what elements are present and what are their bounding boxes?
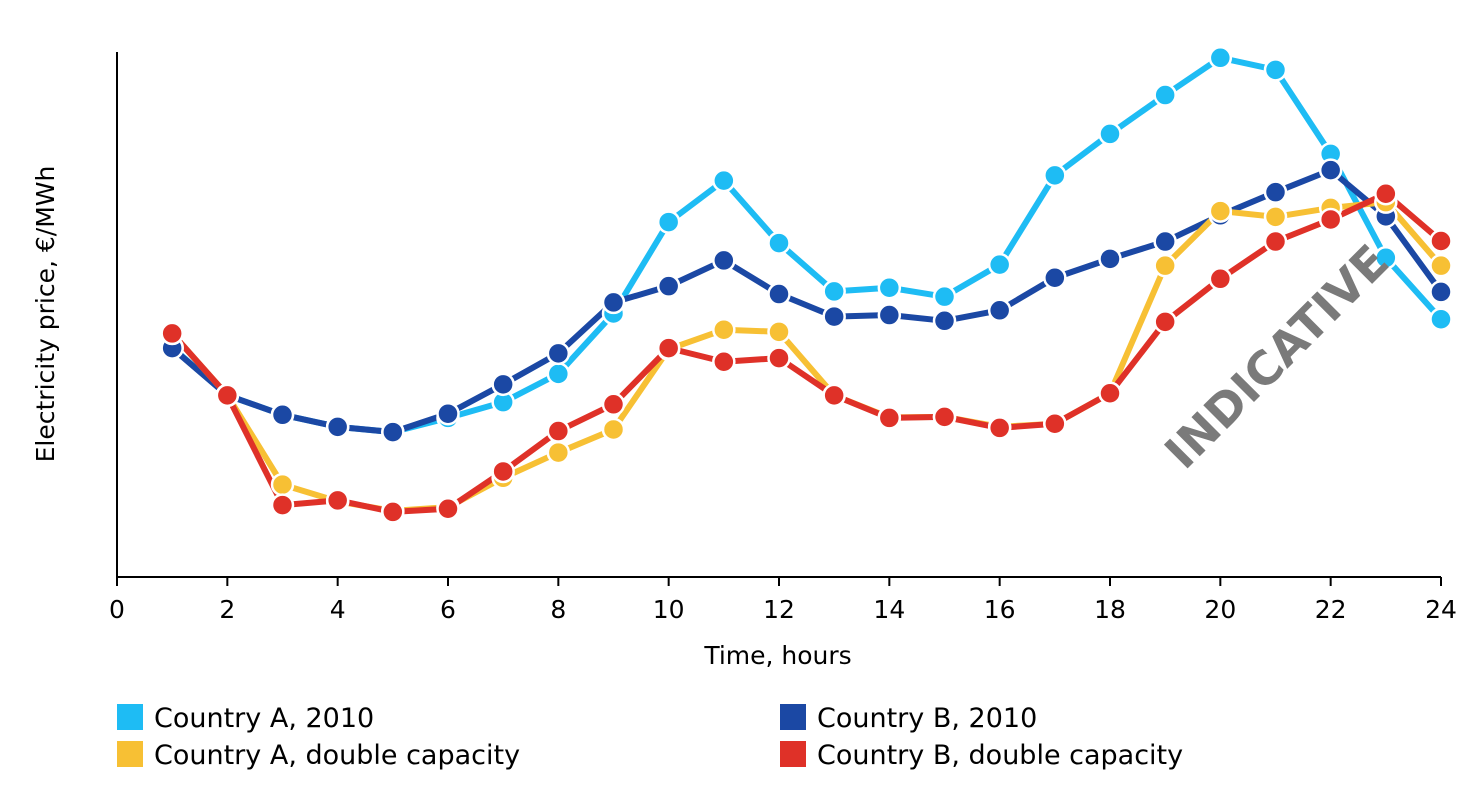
y-axis-title: Electricity price, €/MWh bbox=[31, 166, 60, 463]
data-point bbox=[601, 290, 626, 315]
legend-label: Country B, double capacity bbox=[817, 740, 1183, 771]
data-point bbox=[325, 488, 350, 513]
data-point bbox=[932, 284, 957, 309]
legend-label: Country B, 2010 bbox=[817, 703, 1037, 734]
data-point bbox=[381, 500, 405, 524]
legend-swatch bbox=[780, 741, 806, 767]
data-point bbox=[1098, 122, 1122, 146]
data-point bbox=[1043, 411, 1067, 436]
data-point bbox=[215, 383, 240, 408]
data-point bbox=[822, 279, 846, 304]
data-point bbox=[1153, 310, 1177, 334]
data-point bbox=[1043, 163, 1067, 188]
x-tick-label: 0 bbox=[109, 595, 125, 624]
data-point bbox=[656, 274, 681, 298]
data-point bbox=[712, 350, 736, 374]
data-point bbox=[491, 372, 515, 397]
data-point bbox=[822, 383, 846, 408]
x-tick-label: 20 bbox=[1204, 595, 1236, 624]
data-point bbox=[1263, 58, 1288, 82]
x-tick-label: 6 bbox=[440, 595, 456, 624]
x-tick-label: 18 bbox=[1094, 595, 1126, 624]
data-point bbox=[712, 248, 736, 273]
data-point bbox=[877, 275, 902, 300]
data-point bbox=[436, 497, 460, 521]
axes bbox=[116, 52, 1441, 578]
x-ticks: 0 2 4 6 8 10 12 14 16 18 20 22 24 bbox=[109, 577, 1457, 624]
legend-label: Country A, double capacity bbox=[154, 740, 520, 771]
data-point bbox=[767, 346, 791, 370]
legend: Country A, 2010 Country B, 2010 Country A,… bbox=[117, 703, 1183, 771]
data-point bbox=[270, 472, 295, 497]
data-point bbox=[877, 303, 902, 327]
series-points bbox=[160, 46, 1453, 524]
x-tick-label: 24 bbox=[1425, 595, 1457, 624]
data-point bbox=[932, 309, 957, 333]
data-point bbox=[987, 298, 1012, 323]
x-tick-label: 12 bbox=[763, 595, 795, 624]
watermark-text: INDICATIVE bbox=[1154, 234, 1399, 479]
x-tick-label: 14 bbox=[873, 595, 905, 624]
data-point bbox=[1318, 158, 1343, 182]
data-point bbox=[601, 417, 626, 442]
x-tick-label: 8 bbox=[550, 595, 566, 624]
data-point bbox=[1429, 307, 1453, 331]
x-tick-label: 4 bbox=[330, 595, 346, 624]
data-point bbox=[1374, 182, 1398, 206]
data-point bbox=[1374, 246, 1398, 270]
data-point bbox=[767, 231, 791, 255]
data-point bbox=[1263, 180, 1288, 204]
x-axis-title: Time, hours bbox=[703, 641, 851, 670]
data-point bbox=[877, 406, 902, 430]
data-point bbox=[1208, 267, 1233, 291]
data-point bbox=[1153, 83, 1177, 107]
data-point bbox=[546, 419, 571, 443]
data-point bbox=[160, 321, 184, 346]
legend-swatch bbox=[117, 704, 143, 730]
legend-label: Country A, 2010 bbox=[154, 703, 374, 734]
data-point bbox=[1208, 46, 1233, 70]
data-point bbox=[1153, 253, 1177, 278]
data-point bbox=[270, 403, 295, 427]
data-point bbox=[491, 459, 515, 484]
data-point bbox=[656, 336, 681, 360]
data-point bbox=[546, 362, 571, 386]
data-point bbox=[1429, 280, 1453, 304]
data-point bbox=[381, 420, 405, 444]
data-point bbox=[932, 405, 957, 429]
data-point bbox=[1098, 381, 1122, 405]
data-point bbox=[601, 392, 626, 417]
data-point bbox=[436, 401, 460, 426]
data-point bbox=[1429, 229, 1453, 253]
data-point bbox=[270, 493, 295, 517]
data-point bbox=[656, 210, 681, 234]
data-point bbox=[987, 416, 1012, 440]
data-point bbox=[546, 440, 571, 465]
data-point bbox=[546, 341, 571, 366]
data-point bbox=[1263, 205, 1288, 229]
data-point bbox=[1098, 247, 1122, 271]
data-point bbox=[767, 320, 791, 344]
x-tick-label: 2 bbox=[219, 595, 235, 624]
data-point bbox=[1208, 199, 1233, 223]
x-tick-label: 22 bbox=[1315, 595, 1347, 624]
x-tick-label: 10 bbox=[653, 595, 685, 624]
data-point bbox=[1043, 266, 1067, 290]
data-point bbox=[1429, 253, 1453, 278]
data-point bbox=[712, 168, 736, 193]
data-point bbox=[325, 415, 350, 439]
series-lines bbox=[169, 54, 1444, 515]
legend-swatch bbox=[780, 704, 806, 730]
data-point bbox=[1318, 207, 1343, 232]
data-point bbox=[1263, 229, 1288, 254]
data-point bbox=[1153, 229, 1177, 254]
legend-swatch bbox=[117, 741, 143, 767]
data-point bbox=[712, 317, 736, 342]
data-point bbox=[822, 304, 846, 329]
x-tick-label: 16 bbox=[984, 595, 1016, 624]
data-point bbox=[987, 252, 1012, 277]
data-point bbox=[767, 282, 791, 306]
